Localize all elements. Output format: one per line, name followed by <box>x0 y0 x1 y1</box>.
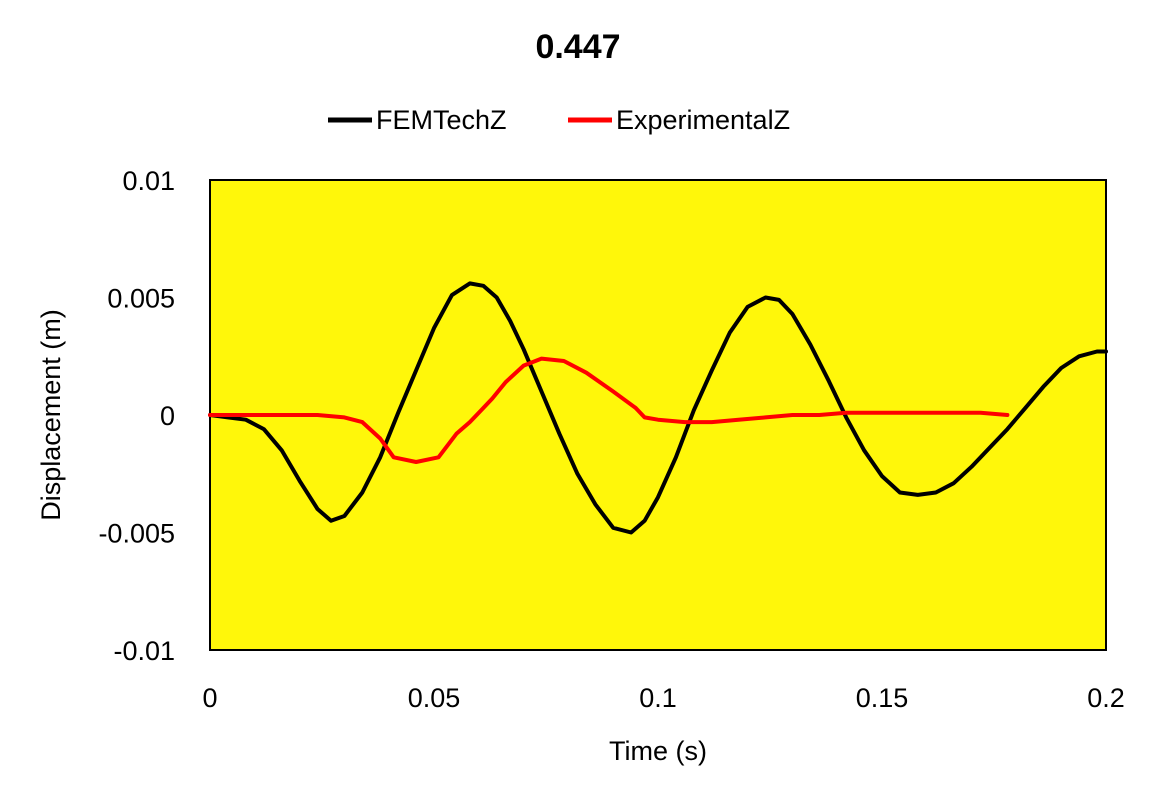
x-axis-label: Time (s) <box>609 736 707 766</box>
x-tick-label: 0.2 <box>1087 683 1125 713</box>
chart-title: 0.447 <box>535 28 620 66</box>
y-tick-label: -0.01 <box>113 636 175 666</box>
y-tick-label: 0.005 <box>107 284 175 314</box>
x-tick-label: 0.15 <box>856 683 909 713</box>
x-tick-label: 0 <box>202 683 217 713</box>
x-axis-ticks: 0 0.05 0.1 0.15 0.2 <box>202 683 1124 713</box>
legend: FEMTechZ ExperimentalZ <box>328 105 790 135</box>
series-line-femtechz <box>208 281 1108 535</box>
x-tick-label: 0.05 <box>408 683 461 713</box>
y-axis-ticks: 0.01 0.005 0 -0.005 -0.01 <box>98 166 175 666</box>
y-tick-label: -0.005 <box>98 519 175 549</box>
x-tick-label: 0.1 <box>639 683 677 713</box>
y-axis-label: Displacement (m) <box>36 309 66 521</box>
legend-label-experimentalz: ExperimentalZ <box>616 105 790 135</box>
series-layer <box>208 281 1108 535</box>
y-tick-label: 0.01 <box>122 166 175 196</box>
plot-area <box>209 179 1107 651</box>
series-line-experimentalz <box>208 356 1010 464</box>
legend-label-femtechz: FEMTechZ <box>376 105 507 135</box>
y-tick-label: 0 <box>160 401 175 431</box>
